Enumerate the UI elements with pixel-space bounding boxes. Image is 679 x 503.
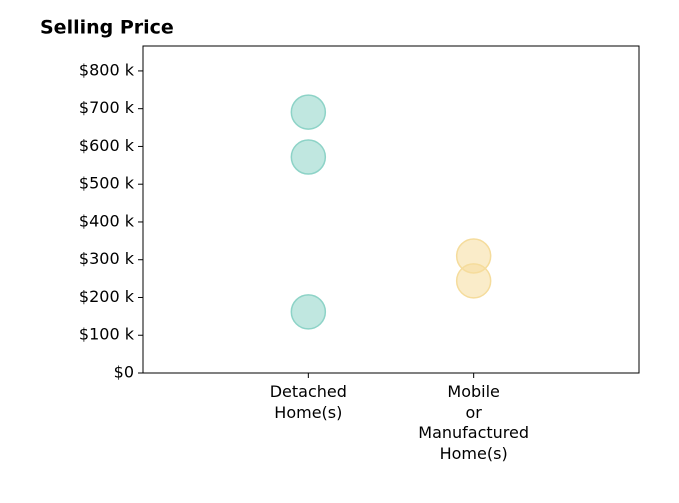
y-tick-label: $300 k — [79, 249, 135, 268]
plot-frame — [142, 45, 640, 374]
y-tick-label: $400 k — [79, 211, 135, 230]
point — [290, 139, 327, 175]
y-tick-label: $0 — [114, 363, 134, 382]
y-tick-label: $600 k — [79, 136, 135, 155]
point — [290, 94, 327, 130]
y-tick-label: $800 k — [79, 60, 135, 79]
y-tick-label: $200 k — [79, 287, 135, 306]
y-tick-label: $500 k — [79, 174, 135, 193]
point — [455, 263, 492, 299]
chart-title: Selling Price — [40, 17, 174, 39]
point — [290, 294, 327, 330]
x-tick-label: Mobile or Manufactured Home(s) — [418, 382, 530, 463]
y-tick-label: $100 k — [79, 325, 135, 344]
x-tick-label: Detached Home(s) — [269, 382, 347, 422]
y-tick-label: $700 k — [79, 98, 135, 117]
